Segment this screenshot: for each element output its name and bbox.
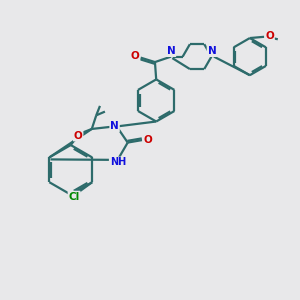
Text: NH: NH bbox=[110, 158, 126, 167]
Text: N: N bbox=[167, 46, 176, 56]
Text: O: O bbox=[131, 51, 140, 62]
Text: O: O bbox=[143, 135, 152, 145]
Text: Cl: Cl bbox=[68, 192, 80, 202]
Text: N: N bbox=[208, 46, 216, 56]
Text: O: O bbox=[265, 31, 274, 41]
Text: O: O bbox=[74, 130, 82, 141]
Text: N: N bbox=[110, 122, 119, 131]
